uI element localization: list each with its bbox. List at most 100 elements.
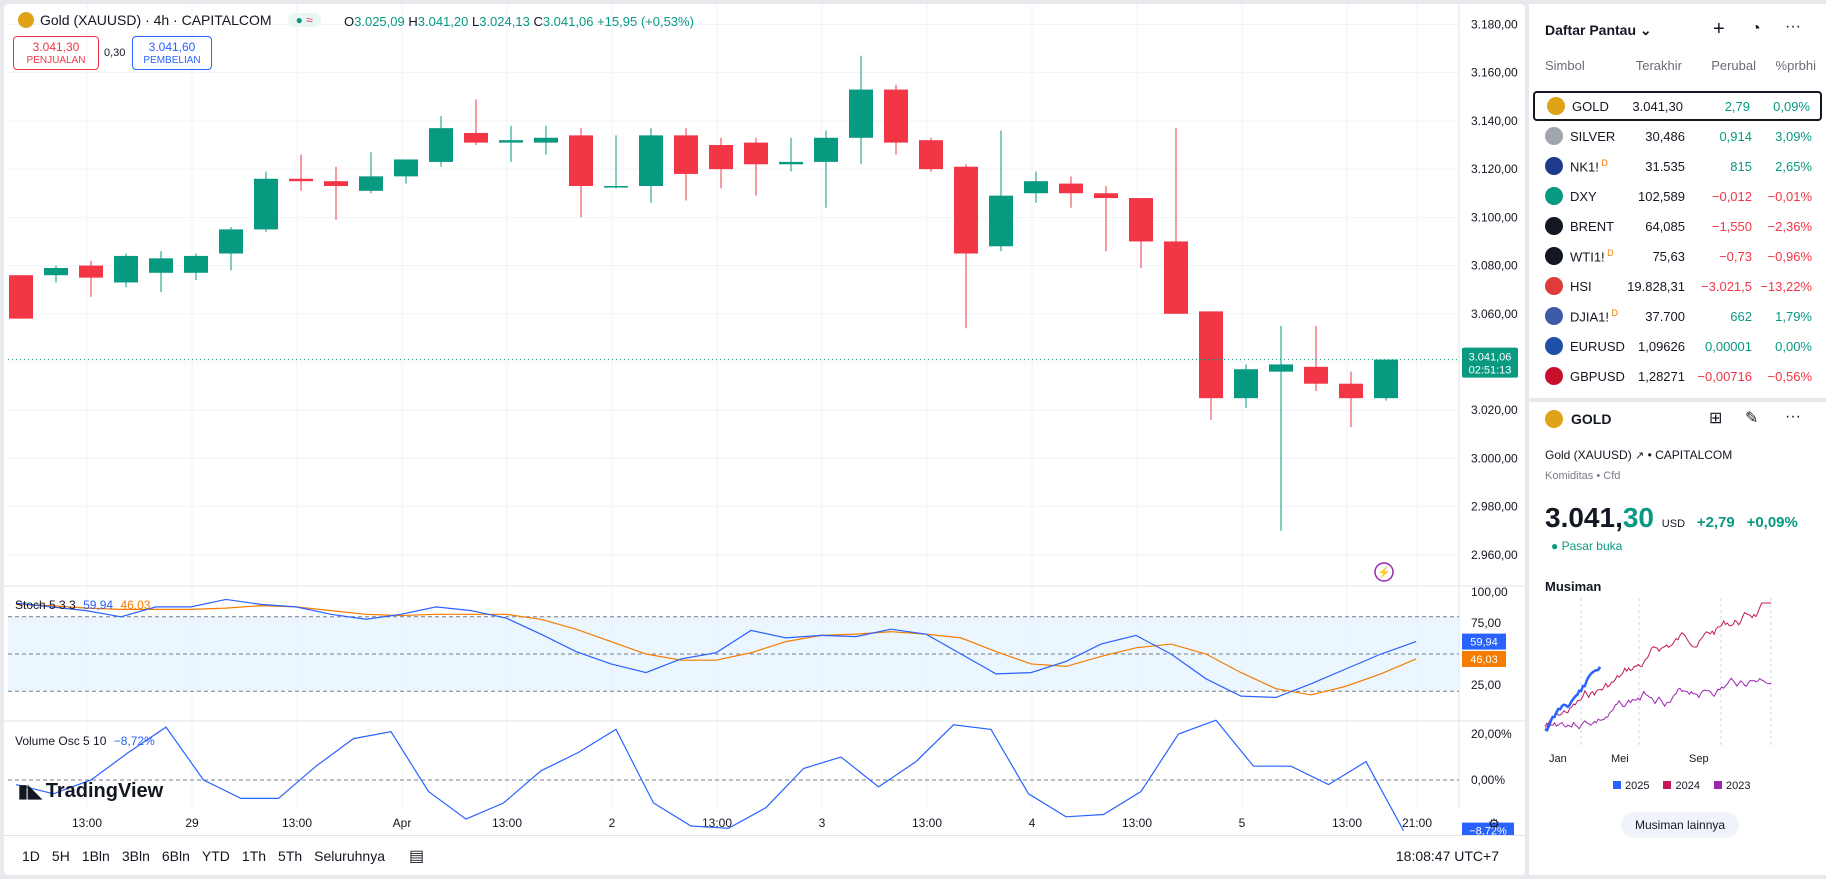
- last-price: 1,28271: [1638, 368, 1685, 384]
- candle-body: [289, 178, 313, 182]
- stoch-k-line: [15, 598, 1417, 699]
- symbol-header[interactable]: Gold (XAUUSD) · 4h · CAPITALCOM ● ≈: [18, 12, 321, 28]
- bottom-toolbar: 1D 5H 1Bln 3Bln 6Bln YTD 1Th 5Th Seluruhnya ▤ 18…: [4, 835, 1525, 875]
- chart-pane[interactable]: 3.180,00 3.160,00 3.140,00 3.120,00 3.100,00…: [4, 4, 1525, 875]
- right-sidebar: Daftar Pantau ⌄ + ◔ ··· Simbol Terakhir Pe…: [1529, 4, 1826, 875]
- uk-flag-icon: [1545, 367, 1563, 385]
- watchlist-row-silver[interactable]: SILVER 30,486 0,914 3,09%: [1533, 121, 1822, 151]
- external-link-icon[interactable]: ↗: [1635, 450, 1645, 462]
- price-tick-label: 3.160,00: [1471, 66, 1518, 80]
- percent-change: 3,09%: [1775, 128, 1812, 144]
- legend-2025[interactable]: 2025: [1613, 780, 1649, 792]
- grid-icon[interactable]: ⊞: [1709, 410, 1723, 427]
- candle-body: [1199, 311, 1223, 399]
- price-change: 662: [1730, 308, 1752, 324]
- tradingview-logo: ▮◣ TradingView: [18, 780, 164, 802]
- column-perubal[interactable]: Perubal: [1711, 58, 1756, 73]
- price-change: −0,012: [1711, 188, 1752, 204]
- price-change: −3.021,5: [1701, 278, 1752, 294]
- timeframe-3bln[interactable]: 3Bln: [121, 847, 150, 864]
- symbol-name: EURUSD: [1570, 338, 1625, 354]
- candle-body: [359, 176, 383, 191]
- symbol-name: NK1! D: [1570, 157, 1608, 175]
- oil-icon: [1545, 247, 1563, 265]
- symbol-name: DJIA1! D: [1570, 307, 1619, 325]
- last-price: 31.535: [1645, 158, 1685, 174]
- legend-2023[interactable]: 2023: [1713, 780, 1750, 792]
- symbol-name: WTI1! D: [1570, 247, 1614, 265]
- timeframe-seluruhnya[interactable]: Seluruhnya: [314, 847, 385, 864]
- watchlist-row-eurusd[interactable]: EURUSD 1,09626 0,00001 0,00%: [1533, 331, 1822, 361]
- timeframe-5th[interactable]: 5Th: [278, 847, 303, 864]
- candle-body: [184, 255, 208, 273]
- date-range-icon[interactable]: ▤: [408, 847, 425, 865]
- price-tick-label: 3.080,00: [1471, 259, 1518, 273]
- more-icon[interactable]: ···: [1785, 408, 1801, 425]
- watchlist-row-hsi[interactable]: HSI 19.828,31 −3.021,5 −13,22%: [1533, 271, 1822, 301]
- watchlist-row-nk1[interactable]: NK1! D 31.535 815 2,65%: [1533, 151, 1822, 181]
- candle-body: [44, 267, 68, 276]
- symbol-name: DXY: [1570, 188, 1597, 204]
- watchlist-title[interactable]: Daftar Pantau ⌄: [1545, 22, 1652, 38]
- price-tick-label: 3.020,00: [1471, 403, 1518, 417]
- column-terakhir[interactable]: Terakhir: [1635, 58, 1682, 73]
- last-price-badge: [1462, 347, 1518, 378]
- watchlist-row-dxy[interactable]: DXY 102,589 −0,012 −0,01%: [1533, 181, 1822, 211]
- percent-change: 1,79%: [1775, 308, 1812, 324]
- percent-change: −0,01%: [1767, 188, 1812, 204]
- candle-body: [429, 128, 453, 162]
- timeframe-1th[interactable]: 1Th: [241, 847, 267, 864]
- sell-button[interactable]: 3.041,30 PENJUALAN: [13, 36, 99, 70]
- timeframe-5h[interactable]: 5H: [51, 847, 70, 864]
- candle-body: [9, 275, 33, 319]
- seasonal-line-2024: [1544, 602, 1772, 728]
- seasonal-line-2025: [1544, 666, 1602, 732]
- column-%prbhi[interactable]: %prbhi: [1775, 58, 1816, 73]
- percent-change: 2,65%: [1775, 158, 1812, 174]
- watchlist-row-gold[interactable]: GOLD 3.041,30 2,79 0,09%: [1533, 91, 1822, 121]
- symbol-title: Gold (XAUUSD) · 4h · CAPITALCOM: [40, 12, 272, 28]
- watchlist-row-wti1[interactable]: WTI1! D 75,63 −0,73 −0,96%: [1533, 241, 1822, 271]
- candle-body: [1234, 369, 1258, 399]
- timeframe-ytd[interactable]: YTD: [201, 847, 230, 864]
- gold-icon: [1545, 410, 1563, 428]
- add-symbol-icon[interactable]: +: [1713, 18, 1725, 40]
- indicator-toggle[interactable]: ● ≈: [287, 13, 321, 27]
- seasonal-chart[interactable]: Jan Mei Sep: [1541, 598, 1816, 768]
- price-tick-label: 3.060,00: [1471, 307, 1518, 321]
- price-tick-label: 3.120,00: [1471, 162, 1518, 176]
- timeframe-6bln[interactable]: 6Bln: [161, 847, 190, 864]
- time-tick-label: 13:00: [282, 816, 312, 830]
- price-tick-label: 3.180,00: [1471, 17, 1518, 31]
- time-tick-label: 21:00: [1402, 816, 1432, 830]
- volosc-tick-label: 0,00%: [1471, 773, 1505, 787]
- percent-change: −13,22%: [1760, 278, 1812, 294]
- candle-body: [1059, 183, 1083, 194]
- seasonal-month-label: Sep: [1689, 753, 1709, 765]
- timeframe-1d[interactable]: 1D: [22, 847, 40, 864]
- spread-value: 0,30: [104, 47, 126, 59]
- candle-body: [254, 178, 278, 230]
- more-icon[interactable]: ···: [1785, 18, 1801, 35]
- legend-2024[interactable]: 2024: [1663, 780, 1700, 792]
- watchlist-row-gbpusd[interactable]: GBPUSD 1,28271 −0,00716 −0,56%: [1533, 361, 1822, 391]
- time-tick-label: 13:00: [492, 816, 522, 830]
- column-simbol[interactable]: Simbol: [1545, 58, 1585, 73]
- stoch-tick-label: 25,00: [1471, 678, 1501, 692]
- full-name[interactable]: Gold (XAUUSD) ↗ • CAPITALCOM: [1545, 448, 1733, 462]
- more-seasonals-button[interactable]: Musiman lainnya: [1621, 812, 1740, 838]
- volosc-badge-text: −8,72%: [1469, 826, 1507, 835]
- volosc-tick-label: 20,00%: [1471, 727, 1512, 741]
- edit-icon[interactable]: ✎: [1745, 410, 1759, 427]
- pie-chart-icon[interactable]: ◔: [1751, 20, 1761, 37]
- timeframe-1bln[interactable]: 1Bln: [81, 847, 110, 864]
- price-change: 2,79: [1724, 98, 1750, 114]
- stoch-k-badge-text: 59,94: [1470, 637, 1498, 649]
- details-header: GOLD: [1545, 410, 1611, 428]
- candle-body: [1269, 364, 1293, 372]
- buy-button[interactable]: 3.041,60 PEMBELIAN: [132, 36, 212, 70]
- chart-canvas[interactable]: 3.180,00 3.160,00 3.140,00 3.120,00 3.100,00…: [4, 4, 1525, 835]
- watchlist-row-djia1[interactable]: DJIA1! D 37.700 662 1,79%: [1533, 301, 1822, 331]
- symbol-name: GBPUSD: [1570, 368, 1625, 384]
- watchlist-row-brent[interactable]: BRENT 64,085 −1,550 −2,36%: [1533, 211, 1822, 241]
